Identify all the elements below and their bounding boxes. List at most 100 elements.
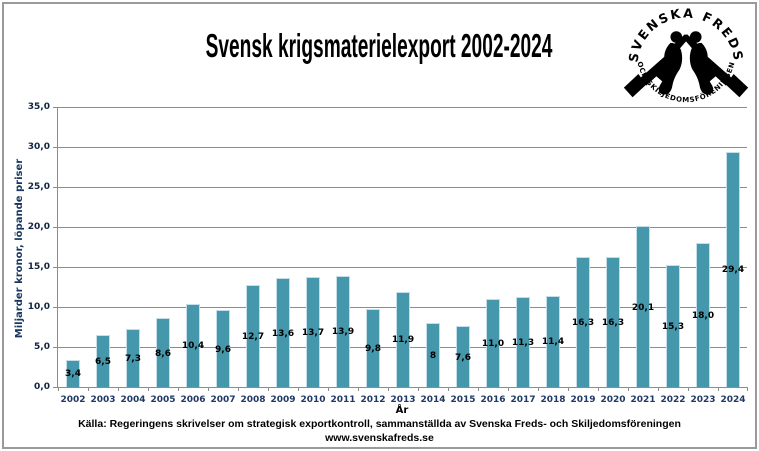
bar-value-label: 13,6: [271, 328, 295, 339]
bar-value-label: 11,3: [511, 337, 535, 348]
x-axis-tick: [418, 387, 419, 391]
y-tick-label: 20,0: [27, 222, 50, 232]
x-category-label: 2008: [240, 395, 266, 405]
bar: [486, 299, 500, 387]
x-axis-tick: [598, 387, 599, 391]
bar-value-label: 12,7: [241, 332, 265, 343]
bar: [306, 277, 320, 387]
x-category-label: 2019: [570, 395, 596, 405]
bar-value-label: 9,8: [365, 343, 381, 354]
website-note: www.svenskafreds.se: [325, 432, 434, 444]
bar-value-label: 18,0: [691, 311, 715, 321]
y-axis-tick: [53, 187, 58, 188]
x-category-label: 2023: [690, 395, 716, 405]
bar: [456, 326, 470, 387]
x-axis-tick: [268, 387, 269, 391]
logo-bottom-text: OCH SKILJEDOMSFÖRENINGEN: [635, 61, 736, 104]
x-category-label: 2014: [420, 395, 446, 405]
bar-value-label: 15,3: [661, 321, 685, 332]
bar: [276, 278, 290, 387]
grid-line: [58, 267, 747, 268]
x-category-label: 2006: [180, 395, 206, 405]
bar: [726, 151, 740, 387]
x-axis-tick: [88, 387, 89, 391]
y-axis-tick: [53, 147, 58, 148]
bar-value-label: 29,4: [721, 265, 745, 276]
x-category-label: 2010: [300, 395, 326, 405]
bar: [696, 243, 710, 387]
bar-value-label: 3,4: [65, 369, 81, 380]
y-axis-tick: [53, 307, 58, 308]
bar: [216, 310, 230, 387]
bar: [96, 335, 110, 387]
bar-value-label: 8: [429, 351, 437, 361]
bar: [426, 323, 440, 387]
x-category-label: 2004: [120, 395, 146, 405]
x-axis-tick: [568, 387, 569, 391]
x-category-label: 2022: [660, 395, 686, 405]
x-axis-title: År: [395, 405, 409, 416]
bar: [126, 328, 140, 387]
bar-value-label: 10,4: [181, 341, 205, 352]
x-category-label: 2013: [390, 395, 416, 405]
y-tick-label: 10,0: [27, 302, 50, 312]
y-tick-label: 0,0: [34, 382, 50, 392]
x-axis-tick: [448, 387, 449, 391]
x-category-label: 2003: [90, 395, 116, 405]
bar: [156, 318, 170, 387]
x-axis-tick: [718, 387, 719, 391]
plot-area: 0,0 5,0 10,0 15,0 20,0 25,0 30,0 35,0 3,4 2002 6,5…: [28, 102, 748, 405]
bar-value-label: 11,0: [481, 339, 505, 349]
logo-top-text: SVENSKA FREDS: [625, 5, 746, 63]
y-axis-tick: [53, 227, 58, 228]
grid-line: [58, 227, 747, 228]
bar-value-label: 7,3: [125, 353, 141, 364]
bar-value-label: 13,9: [331, 327, 355, 338]
bar: [366, 308, 380, 387]
chart-title: Svensk krigsmaterielexport 2002-2024: [0, 27, 759, 65]
y-tick-label: 5,0: [34, 342, 50, 352]
x-axis-tick: [508, 387, 509, 391]
grid-line: [58, 147, 747, 148]
y-tick-label: 30,0: [27, 142, 50, 152]
x-axis-tick: [148, 387, 149, 391]
x-category-label: 2024: [720, 395, 746, 405]
x-category-label: 2015: [450, 395, 476, 405]
bar: [186, 303, 200, 387]
x-category-label: 2002: [60, 395, 86, 405]
x-axis-tick: [208, 387, 209, 391]
source-note: Källa: Regeringens skrivelser om strateg…: [78, 418, 681, 430]
x-category-label: 2011: [330, 395, 356, 405]
y-axis-tick: [53, 387, 58, 388]
x-category-label: 2005: [150, 395, 176, 405]
x-category-label: 2017: [510, 395, 536, 405]
bar-value-label: 9,6: [215, 344, 231, 355]
x-axis-tick: [328, 387, 329, 391]
bar-value-label: 6,5: [95, 357, 111, 367]
svenska-freds-logo: SVENSKA FREDS OCH SKILJEDOMSFÖRENINGEN: [623, 5, 749, 104]
x-axis-tick: [238, 387, 239, 391]
bar: [336, 275, 350, 387]
x-axis-tick: [538, 387, 539, 391]
bar-value-label: 16,3: [571, 317, 595, 328]
x-axis-tick: [358, 387, 359, 391]
y-axis-tick: [53, 347, 58, 348]
x-category-label: 2007: [210, 395, 236, 405]
bar-value-label: 8,6: [155, 348, 171, 359]
bar-value-label: 11,4: [541, 337, 565, 348]
x-axis-tick: [58, 387, 59, 391]
x-axis-tick: [747, 387, 748, 391]
x-axis-tick: [658, 387, 659, 391]
bar: [606, 256, 620, 387]
x-axis-tick: [298, 387, 299, 391]
bar: [636, 226, 650, 387]
bar: [666, 264, 680, 387]
x-category-label: 2012: [360, 395, 386, 405]
bar: [246, 285, 260, 387]
bar-value-label: 7,6: [455, 352, 471, 363]
x-axis-tick: [388, 387, 389, 391]
x-axis-tick: [688, 387, 689, 391]
x-category-label: 2009: [270, 395, 296, 405]
y-tick-label: 15,0: [27, 262, 50, 272]
